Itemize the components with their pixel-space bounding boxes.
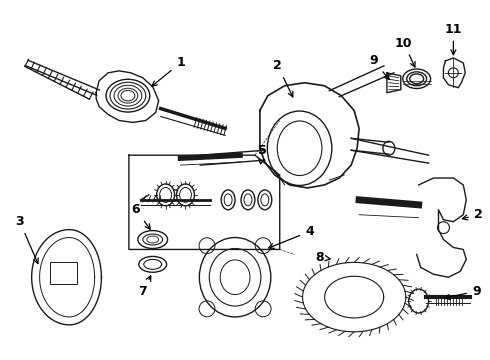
Text: 11: 11 <box>444 23 462 55</box>
Text: 2: 2 <box>463 208 483 221</box>
Text: 1: 1 <box>152 57 185 86</box>
Text: 7: 7 <box>138 276 151 298</box>
Text: 10: 10 <box>395 37 415 67</box>
Bar <box>49 262 77 284</box>
Text: 8: 8 <box>315 251 330 264</box>
Text: 9: 9 <box>369 54 389 80</box>
Text: 5: 5 <box>259 144 267 164</box>
Text: 4: 4 <box>269 225 314 248</box>
Text: 2: 2 <box>273 59 293 97</box>
Text: 9: 9 <box>444 285 481 300</box>
Text: 6: 6 <box>131 203 150 229</box>
Text: 3: 3 <box>16 215 38 264</box>
